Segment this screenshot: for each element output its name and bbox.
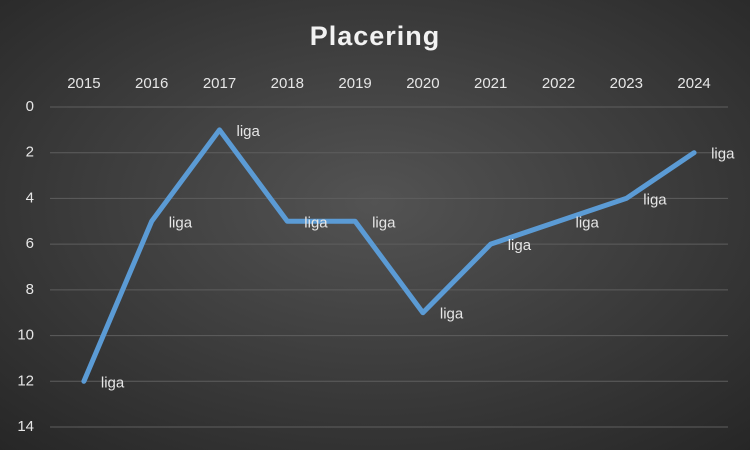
y-tick-label: 14 (17, 418, 34, 435)
x-tick-label: 2020 (406, 75, 439, 92)
data-label: liga (508, 237, 532, 254)
y-tick-label: 4 (26, 189, 34, 206)
y-tick-label: 12 (17, 372, 34, 389)
data-label: liga (237, 123, 261, 140)
data-label: liga (576, 214, 600, 231)
x-tick-label: 2016 (135, 75, 168, 92)
x-tick-label: 2019 (338, 75, 371, 92)
x-tick-label: 2023 (610, 75, 643, 92)
chart-title: Placering (310, 21, 441, 51)
y-tick-label: 2 (26, 144, 34, 161)
x-tick-label: 2018 (271, 75, 304, 92)
data-label: liga (304, 214, 328, 231)
y-tick-label: 0 (26, 98, 34, 115)
y-tick-label: 8 (26, 281, 34, 298)
data-label: liga (643, 191, 667, 208)
data-label: liga (372, 214, 396, 231)
x-tick-label: 2017 (203, 75, 236, 92)
x-tick-label: 2021 (474, 75, 507, 92)
x-tick-label: 2015 (67, 75, 100, 92)
y-tick-label: 6 (26, 235, 34, 252)
x-tick-label: 2022 (542, 75, 575, 92)
y-tick-label: 10 (17, 327, 34, 344)
data-line (81, 127, 697, 384)
data-label: liga (101, 374, 125, 391)
data-label: liga (711, 146, 735, 163)
data-label: liga (169, 214, 193, 231)
data-label: liga (440, 306, 464, 323)
x-tick-label: 2024 (677, 75, 710, 92)
